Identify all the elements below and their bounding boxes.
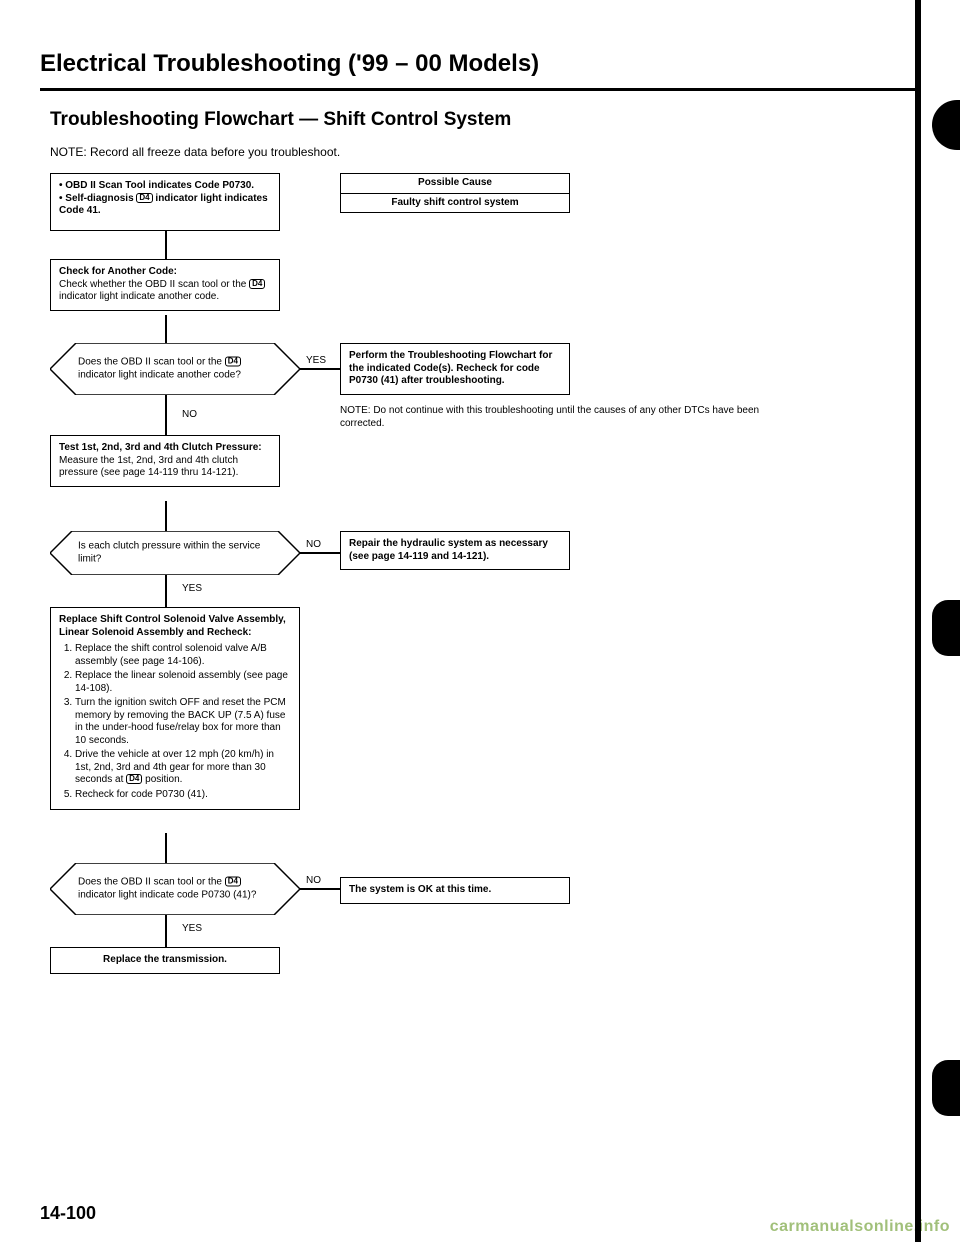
page-title: Electrical Troubleshooting ('99 – 00 Mod…: [40, 50, 920, 78]
replace-step-1: Replace the shift control solenoid valve…: [75, 643, 291, 668]
start-line2: • Self-diagnosis D4 indicator light indi…: [59, 193, 271, 218]
test-clutch-box: Test 1st, 2nd, 3rd and 4th Clutch Pressu…: [50, 435, 280, 487]
start-box: • OBD II Scan Tool indicates Code P0730.…: [50, 173, 280, 231]
test-clutch-title: Test 1st, 2nd, 3rd and 4th Clutch Pressu…: [59, 442, 262, 453]
decision2-text: Is each clutch pressure within the servi…: [78, 541, 272, 566]
tab-lower: [932, 1060, 960, 1116]
dec3-no-label: NO: [304, 875, 323, 886]
decision-pressure: Is each clutch pressure within the servi…: [50, 531, 300, 575]
title-rule: [40, 88, 920, 91]
after-note: NOTE: Do not continue with this troubles…: [340, 405, 770, 430]
start-line1: • OBD II Scan Tool indicates Code P0730.: [59, 180, 271, 193]
decision-recheck: Does the OBD II scan tool or the D4 indi…: [50, 863, 300, 915]
cause-body: Faulty shift control system: [341, 194, 569, 213]
replace-step-4: Drive the vehicle at over 12 mph (20 km/…: [75, 749, 291, 787]
page-number: 14-100: [40, 1203, 96, 1224]
flowchart: • OBD II Scan Tool indicates Code P0730.…: [50, 173, 920, 1133]
replace-title: Replace Shift Control Solenoid Valve Ass…: [59, 614, 286, 638]
tab-upper: [932, 100, 960, 150]
tab-mid: [932, 600, 960, 656]
check-another-body: Check whether the OBD II scan tool or th…: [59, 279, 265, 303]
replace-step-3: Turn the ignition switch OFF and reset t…: [75, 697, 291, 747]
dec2-yes-label: YES: [180, 583, 204, 594]
dec3-yes-label: YES: [180, 923, 204, 934]
decision-another-code: Does the OBD II scan tool or the D4 indi…: [50, 343, 300, 395]
repair-box: Repair the hydraulic system as necessary…: [340, 531, 570, 570]
check-another-title: Check for Another Code:: [59, 266, 177, 277]
test-clutch-body: Measure the 1st, 2nd, 3rd and 4th clutch…: [59, 455, 238, 479]
decision1-text: Does the OBD II scan tool or the D4 indi…: [78, 357, 272, 382]
replace-step-5: Recheck for code P0730 (41).: [75, 789, 291, 802]
perform-box: Perform the Troubleshooting Flowchart fo…: [340, 343, 570, 395]
pre-note: NOTE: Record all freeze data before you …: [50, 145, 920, 159]
replace-box: Replace Shift Control Solenoid Valve Ass…: [50, 607, 300, 810]
cause-header: Possible Cause: [341, 174, 569, 194]
dec1-yes-label: YES: [304, 355, 328, 366]
possible-cause-box: Possible Cause Faulty shift control syst…: [340, 173, 570, 213]
decision3-text: Does the OBD II scan tool or the D4 indi…: [78, 877, 272, 902]
final-box: Replace the transmission.: [50, 947, 280, 974]
replace-step-2: Replace the linear solenoid assembly (se…: [75, 670, 291, 695]
binder-tabs: [915, 0, 960, 1242]
dec2-no-label: NO: [304, 539, 323, 550]
ok-box: The system is OK at this time.: [340, 877, 570, 904]
section-subtitle: Troubleshooting Flowchart — Shift Contro…: [50, 109, 920, 131]
check-another-box: Check for Another Code: Check whether th…: [50, 259, 280, 311]
dec1-no-label: NO: [180, 409, 199, 420]
